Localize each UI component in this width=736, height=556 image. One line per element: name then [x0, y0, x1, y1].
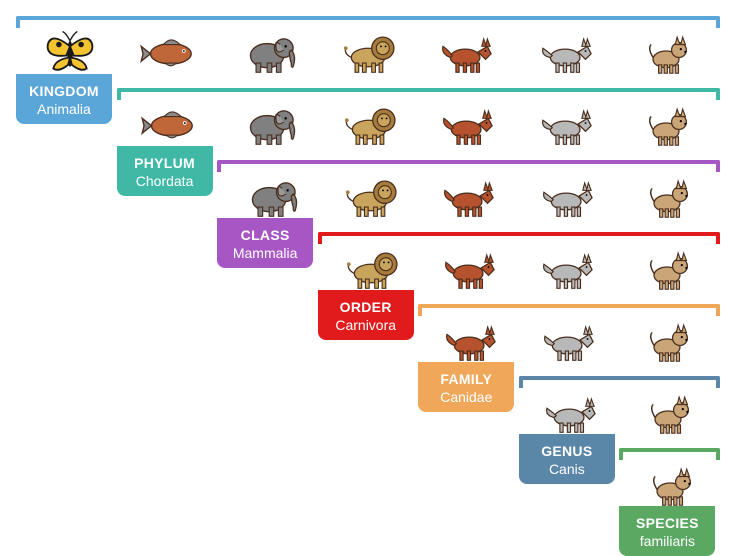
taxonomy-level-phylum: PHYLUMChordata — [16, 88, 720, 160]
lion-icon — [338, 26, 398, 76]
dog-icon — [637, 314, 697, 364]
wolf-icon — [538, 242, 598, 292]
wolf-icon — [537, 26, 597, 76]
dog-icon — [637, 170, 697, 220]
fox-icon — [438, 98, 498, 148]
fox-icon — [441, 314, 501, 364]
fox-icon — [440, 242, 500, 292]
wolf-icon — [539, 314, 599, 364]
taxonomy-level-genus: GENUSCanis — [16, 376, 720, 448]
lion-icon — [340, 170, 400, 220]
animals-row — [121, 94, 716, 148]
taxonomy-level-order: ORDERCarnivora — [16, 232, 720, 304]
fox-icon — [439, 170, 499, 220]
animals-row — [523, 382, 716, 436]
fox-icon — [437, 26, 497, 76]
wolf-icon — [541, 386, 601, 436]
animals-row — [322, 238, 716, 292]
elephant-icon — [241, 170, 301, 220]
animals-row — [623, 454, 716, 508]
animals-row — [20, 22, 716, 76]
taxonomy-level-species: SPECIESfamiliaris — [16, 448, 720, 520]
wolf-icon — [537, 98, 597, 148]
taxonomy-diagram: KINGDOMAnimalia — [16, 16, 720, 520]
taxon-label: familiaris — [640, 533, 695, 549]
dog-icon — [638, 386, 698, 436]
lion-icon — [339, 98, 399, 148]
lion-icon — [341, 242, 401, 292]
elephant-icon — [239, 98, 299, 148]
dog-icon — [640, 458, 700, 508]
dog-icon — [636, 26, 696, 76]
rank-label-box: SPECIES familiaris — [619, 506, 715, 556]
wolf-icon — [538, 170, 598, 220]
dog-icon — [637, 242, 697, 292]
animals-row — [221, 166, 716, 220]
fish-icon — [140, 98, 200, 148]
taxonomy-level-family: FAMILYCanidae — [16, 304, 720, 376]
rank-label: SPECIES — [636, 515, 699, 531]
butterfly-icon — [40, 26, 100, 76]
dog-icon — [636, 98, 696, 148]
animals-row — [422, 310, 716, 364]
taxonomy-level-class: CLASSMammalia — [16, 160, 720, 232]
fish-icon — [139, 26, 199, 76]
elephant-icon — [239, 26, 299, 76]
taxonomy-level-kingdom: KINGDOMAnimalia — [16, 16, 720, 88]
